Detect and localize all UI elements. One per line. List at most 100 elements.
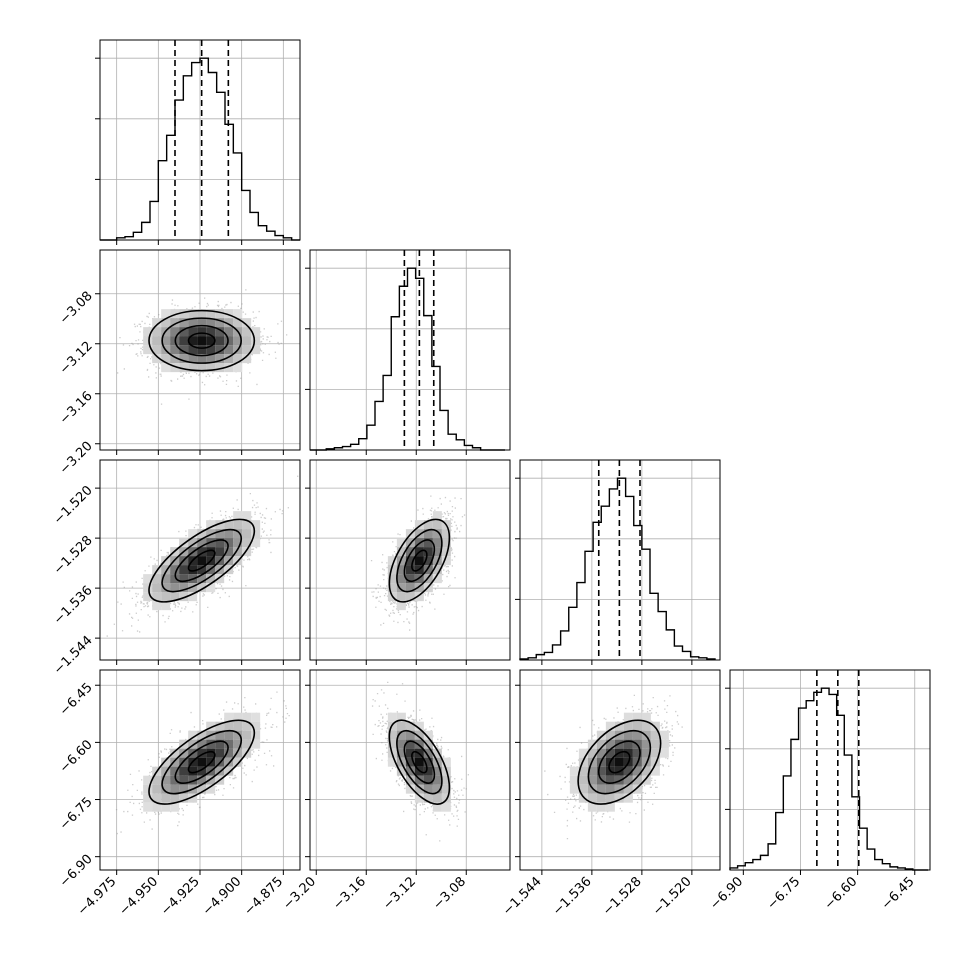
panel-frame: [519, 669, 721, 871]
density-cell: [396, 583, 406, 593]
density-cell: [432, 547, 442, 557]
density-cell: [188, 345, 198, 355]
density-cell: [170, 574, 180, 584]
scatter-panel-3-1: [99, 459, 301, 661]
density-cell: [578, 766, 588, 776]
density-cell: [161, 757, 171, 767]
density-cell: [441, 775, 451, 785]
density-cell: [197, 345, 207, 355]
density-cell: [596, 739, 606, 749]
density-cell: [596, 730, 606, 740]
density-cell: [197, 556, 207, 566]
density-cell: [441, 547, 451, 557]
density-cell: [614, 757, 624, 767]
histogram-series: [310, 267, 505, 451]
histogram-series: [729, 687, 929, 871]
density-cell: [441, 529, 451, 539]
density-cell: [224, 730, 234, 740]
density-cell: [233, 739, 243, 749]
density-cell: [170, 775, 180, 785]
density-cell: [161, 363, 171, 373]
density-cell: [614, 730, 624, 740]
contour-level: [187, 549, 216, 572]
density-cell: [233, 354, 243, 364]
density-cell: [188, 538, 198, 548]
density-cell: [251, 730, 261, 740]
x-tick-label: −1.544: [500, 874, 545, 919]
scatter-panel-4-2: [309, 669, 511, 871]
density-cell: [432, 565, 442, 575]
density-cell: [659, 730, 669, 740]
density-cell: [423, 757, 433, 767]
density-cell: [405, 730, 415, 740]
density-cell: [179, 592, 189, 602]
density-cell: [423, 766, 433, 776]
density-cell: [396, 574, 406, 584]
density-cell: [197, 354, 207, 364]
contour-level: [174, 740, 229, 784]
density-cell: [188, 309, 198, 319]
density-cell: [215, 547, 225, 557]
density-cell: [206, 721, 216, 731]
density-cell: [170, 318, 180, 328]
density-cell: [414, 793, 424, 803]
y-tick-label: −1.536: [51, 583, 96, 628]
density-cell: [251, 336, 261, 346]
density-cell: [233, 748, 243, 758]
density-cell: [188, 583, 198, 593]
density-cell: [650, 766, 660, 776]
x-tick-label: −3.20: [280, 874, 319, 913]
density-cell: [161, 574, 171, 584]
density-cell: [143, 793, 153, 803]
density-cell: [179, 538, 189, 548]
density-cell: [396, 592, 406, 602]
density-cell: [161, 766, 171, 776]
density-cell: [251, 529, 261, 539]
density-cell: [206, 529, 216, 539]
density-cell: [605, 730, 615, 740]
density-cell: [152, 601, 162, 611]
density-cell: [623, 784, 633, 794]
density-cell: [233, 757, 243, 767]
density-cell: [233, 712, 243, 722]
density-cell: [152, 574, 162, 584]
density-cell: [242, 345, 252, 355]
density-cell: [179, 784, 189, 794]
density-cell: [197, 363, 207, 373]
density-cell: [179, 354, 189, 364]
density-cell: [623, 739, 633, 749]
density-cell: [396, 766, 406, 776]
density-cell: [432, 775, 442, 785]
density-cell: [206, 354, 216, 364]
density-cell: [414, 529, 424, 539]
density-cell: [188, 730, 198, 740]
density-cell: [206, 547, 216, 557]
density-cell: [441, 757, 451, 767]
y-tick-label: −6.90: [57, 852, 96, 891]
density-cell: [396, 739, 406, 749]
density-cell: [215, 318, 225, 328]
density-cell: [215, 520, 225, 530]
density-cell: [197, 775, 207, 785]
density-cell: [170, 583, 180, 593]
histogram-panel-1: [95, 39, 301, 241]
panel-frame: [309, 669, 511, 871]
density-cell: [233, 363, 243, 373]
density-cell: [614, 721, 624, 731]
density-cell: [242, 354, 252, 364]
density-cell: [605, 802, 615, 812]
density-cell: [206, 784, 216, 794]
density-cell: [152, 327, 162, 337]
density-cell: [632, 766, 642, 776]
density-cell: [188, 318, 198, 328]
density-cell: [161, 309, 171, 319]
density-cell: [188, 766, 198, 776]
density-cell: [188, 565, 198, 575]
density-cell: [215, 538, 225, 548]
density-cell: [605, 784, 615, 794]
density-cell: [197, 565, 207, 575]
y-tick-label: −6.75: [57, 795, 96, 834]
density-cell: [432, 748, 442, 758]
density-cell: [659, 748, 669, 758]
scatter-panel-4-3: [519, 669, 721, 871]
